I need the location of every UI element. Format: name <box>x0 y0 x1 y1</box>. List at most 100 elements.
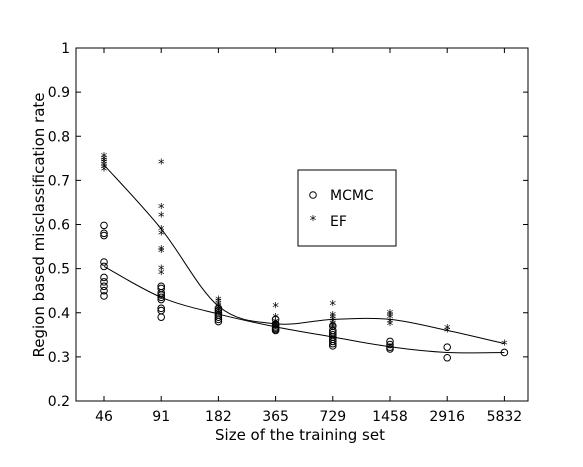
ef-point: * <box>215 301 222 316</box>
mcmc-point <box>100 286 108 295</box>
legend-entry-mcmc: MCMC <box>309 188 374 204</box>
ef-point: * <box>101 156 108 171</box>
ef-point: * <box>330 312 337 327</box>
x-tick-label: 2916 <box>429 409 465 425</box>
mcmc-point <box>157 313 165 321</box>
ef-point: * <box>387 310 394 325</box>
legend-entry-ef: * EF <box>310 214 347 230</box>
ef-point: * <box>215 308 222 323</box>
ef-point: * <box>501 339 508 354</box>
ef-point: * <box>444 325 451 340</box>
mcmc-point <box>100 282 108 291</box>
mcmc-point <box>271 315 280 324</box>
ef-point: * <box>101 164 108 179</box>
ef-point: * <box>330 314 337 329</box>
ef-point: * <box>387 317 394 332</box>
ef-point: * <box>158 268 165 283</box>
ef-point: * <box>101 153 108 168</box>
ef-point: * <box>272 301 279 316</box>
ef-point: * <box>330 323 337 338</box>
mcmc-point <box>100 221 108 230</box>
ef-point: * <box>158 264 165 279</box>
mcmc-point <box>443 353 452 362</box>
x-axis-label: Size of the training set <box>215 426 385 444</box>
legend-box <box>297 169 397 247</box>
ef-point: * <box>330 310 337 325</box>
trend-line-ef <box>103 164 505 345</box>
x-tick-label: 182 <box>205 409 232 425</box>
mcmc-point <box>329 342 337 350</box>
ef-point: * <box>101 162 108 177</box>
y-tick-label: 0.4 <box>48 306 70 322</box>
ef-point: * <box>158 202 165 217</box>
ef-point: * <box>158 244 165 259</box>
y-tick-label: 0.5 <box>48 262 70 278</box>
mcmc-point <box>329 337 337 346</box>
ef-point: * <box>330 299 337 314</box>
mcmc-point <box>100 229 108 238</box>
mcmc-point <box>157 295 165 304</box>
y-axis-ticks: 0.2 0.3 0.4 0.5 0.6 0.7 0.8 0.9 1 <box>48 41 528 410</box>
trend-lines <box>103 164 505 354</box>
ef-point: * <box>158 224 165 239</box>
y-tick-label: 1 <box>61 41 70 57</box>
ef-point: * <box>101 158 108 173</box>
mcmc-point <box>329 339 337 348</box>
ef-point: * <box>387 319 394 334</box>
mcmc-point <box>100 292 108 300</box>
mcmc-point <box>386 345 394 353</box>
x-tick-label: 365 <box>262 409 289 425</box>
mcmc-point <box>386 340 394 349</box>
ef-point: * <box>387 308 394 323</box>
mcmc-point <box>100 262 108 271</box>
ef-point: * <box>158 228 165 243</box>
mcmc-point <box>100 258 108 266</box>
legend-circle-marker <box>309 191 317 199</box>
ef-point: * <box>272 312 279 327</box>
y-tick-label: 0.3 <box>48 350 70 366</box>
mcmc-point <box>157 304 165 313</box>
ef-point: * <box>330 321 337 336</box>
legend-star-marker: * <box>310 214 317 229</box>
mcmc-point <box>100 278 108 286</box>
ef-point: * <box>272 319 279 334</box>
mcmc-point <box>214 317 223 326</box>
mcmc-point <box>443 343 452 351</box>
ef-point: * <box>330 319 337 334</box>
x-tick-label: 91 <box>152 409 170 425</box>
x-tick-label: 5832 <box>487 409 523 425</box>
legend-label-ef: EF <box>330 214 347 230</box>
mcmc-point <box>214 313 223 321</box>
ef-point: * <box>215 299 222 314</box>
data-markers: ******* **************** *****************… <box>100 151 509 362</box>
x-axis-ticks: 46 91 182 365 729 1458 2916 5832 <box>95 48 522 425</box>
mcmc-point <box>214 315 223 324</box>
ef-point: * <box>158 211 165 226</box>
x-tick-label: 1458 <box>372 409 408 425</box>
y-tick-label: 0.6 <box>48 218 70 234</box>
ef-point: * <box>387 312 394 327</box>
mcmc-point <box>271 326 280 335</box>
y-axis-label: Region based misclassification rate <box>30 92 48 357</box>
x-tick-label: 729 <box>319 409 346 425</box>
ef-point: * <box>158 246 165 261</box>
ef-point: * <box>272 317 279 332</box>
ef-point: * <box>444 323 451 338</box>
trend-line-mcmc <box>103 265 505 354</box>
ef-point: * <box>215 297 222 312</box>
mcmc-point <box>100 273 108 282</box>
mcmc-point <box>157 293 165 302</box>
ef-point: * <box>330 317 337 332</box>
legend: MCMC * EF <box>297 169 397 247</box>
mcmc-point <box>386 337 394 346</box>
ef-point: * <box>272 321 279 336</box>
ef-point: * <box>215 295 222 310</box>
y-tick-label: 0.8 <box>48 129 70 145</box>
ef-point: * <box>101 151 108 166</box>
mcmc-point <box>500 348 509 357</box>
mcmc-point <box>100 231 108 240</box>
ef-point: * <box>215 306 222 321</box>
ef-point: * <box>215 303 222 318</box>
y-tick-label: 0.9 <box>48 85 70 101</box>
